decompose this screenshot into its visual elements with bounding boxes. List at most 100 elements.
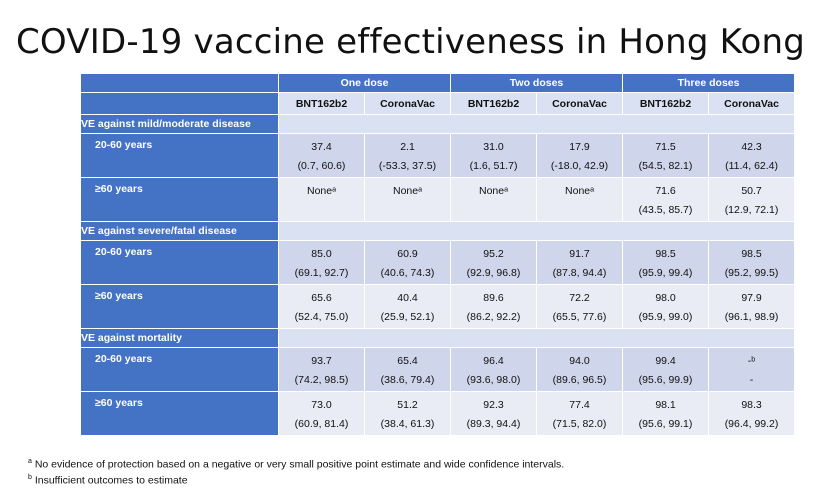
ve-estimate: 97.9 (741, 292, 762, 304)
footnote-a: a No evidence of protection based on a n… (28, 458, 564, 471)
ve-confidence-interval: (69.1, 92.7) (294, 267, 349, 279)
ve-cell: Noneᵃ (363, 177, 452, 222)
ve-cell: 99.4 (95.6, 99.9) (622, 347, 710, 392)
ve-estimate: 65.4 (397, 355, 418, 367)
ve-cell: 51.2 (38.4, 61.3) (363, 391, 452, 436)
table-row: ≥60 years Noneᵃ Noneᵃ Noneᵃ Noneᵃ 71.6 (43.5, … (80, 177, 796, 222)
ve-estimate: 40.4 (397, 292, 418, 304)
ve-estimate: 98.1 (655, 399, 676, 411)
ve-confidence-interval: (95.9, 99.4) (638, 267, 693, 279)
ve-cell: 98.5 (95.2, 99.5) (708, 240, 796, 285)
ve-estimate: 94.0 (569, 355, 590, 367)
ve-estimate: Noneᵃ (393, 185, 423, 197)
ve-estimate: 77.4 (569, 399, 590, 411)
vaccine-header: BNT162b2 (278, 92, 365, 115)
ve-estimate: 98.5 (655, 248, 676, 260)
group-header-one-dose: One dose (277, 73, 452, 93)
ve-estimate: 17.9 (569, 141, 590, 153)
ve-estimate: 89.6 (483, 292, 504, 304)
ve-confidence-interval: (86.2, 92.2) (466, 311, 521, 323)
ve-estimate: 42.3 (741, 141, 762, 153)
table-row: 20-60 years 93.7 (74.2, 98.5) 65.4 (38.6, 79… (80, 347, 796, 392)
table-row: 20-60 years 37.4 (0.7, 60.6) 2.1 (-53.3, 37.… (80, 133, 796, 178)
group-header-two-doses: Two doses (450, 73, 624, 93)
ve-cell: 65.6 (52.4, 75.0) (278, 284, 365, 329)
vaccine-header: CoronaVac (536, 92, 624, 115)
ve-estimate: 71.6 (655, 185, 676, 197)
ve-confidence-interval: (96.1, 98.9) (724, 311, 779, 323)
ve-confidence-interval: (96.4, 99.2) (724, 418, 779, 430)
vaccine-header: BNT162b2 (622, 92, 710, 115)
ve-confidence-interval: (71.5, 82.0) (552, 418, 607, 430)
ve-cell: 95.2 (92.9, 96.8) (450, 240, 538, 285)
age-group-label: ≥60 years (80, 391, 279, 436)
ve-cell: Noneᵃ (278, 177, 365, 222)
ve-cell: 73.0 (60.9, 81.4) (278, 391, 365, 436)
ve-confidence-interval: - (749, 374, 754, 386)
ve-cell: 2.1 (-53.3, 37.5) (363, 133, 452, 178)
vaccine-effectiveness-table: One dose Two doses Three doses BNT162b2 … (80, 73, 796, 436)
ve-estimate: 31.0 (483, 141, 504, 153)
ve-confidence-interval: (89.3, 94.4) (466, 418, 521, 430)
ve-estimate: 65.6 (311, 292, 332, 304)
ve-estimate: 98.5 (741, 248, 762, 260)
table-row: 20-60 years 85.0 (69.1, 92.7) 60.9 (40.6, 74… (80, 240, 796, 285)
ve-confidence-interval: (65.5, 77.6) (552, 311, 607, 323)
age-group-label: ≥60 years (80, 284, 279, 329)
ve-estimate: 98.0 (655, 292, 676, 304)
ve-cell: 98.1 (95.6, 99.1) (622, 391, 710, 436)
ve-confidence-interval: (40.6, 74.3) (380, 267, 435, 279)
ve-cell: 94.0 (89.6, 96.5) (536, 347, 624, 392)
ve-estimate: Noneᵃ (565, 185, 595, 197)
ve-confidence-interval: (0.7, 60.6) (297, 160, 346, 172)
ve-confidence-interval: (12.9, 72.1) (724, 204, 779, 216)
vaccine-header-row: BNT162b2 CoronaVac BNT162b2 CoronaVac BN… (80, 92, 796, 115)
ve-estimate: 93.7 (311, 355, 332, 367)
section-label: VE against severe/fatal disease (80, 221, 279, 241)
ve-cell: 96.4 (93.6, 98.0) (450, 347, 538, 392)
age-group-label: 20-60 years (80, 240, 279, 285)
ve-confidence-interval: (-18.0, 42.9) (550, 160, 609, 172)
section-row: VE against mild/moderate disease (80, 114, 796, 134)
ve-confidence-interval: (95.2, 99.5) (724, 267, 779, 279)
table-row: ≥60 years 65.6 (52.4, 75.0) 40.4 (25.9, 52.1… (80, 284, 796, 329)
ve-cell: 77.4 (71.5, 82.0) (536, 391, 624, 436)
ve-cell: 31.0 (1.6, 51.7) (450, 133, 538, 178)
ve-confidence-interval: (52.4, 75.0) (294, 311, 349, 323)
section-fill (277, 114, 796, 134)
ve-confidence-interval: (95.6, 99.9) (638, 374, 693, 386)
ve-estimate: 37.4 (311, 141, 332, 153)
ve-confidence-interval: (38.6, 79.4) (380, 374, 435, 386)
ve-cell: 72.2 (65.5, 77.6) (536, 284, 624, 329)
ve-cell: 50.7 (12.9, 72.1) (708, 177, 796, 222)
header-corner-cell (80, 73, 279, 93)
vaccine-header: CoronaVac (363, 92, 452, 115)
section-fill (277, 328, 796, 348)
ve-confidence-interval: (1.6, 51.7) (469, 160, 518, 172)
age-group-label: ≥60 years (80, 177, 279, 222)
group-header-three-doses: Three doses (622, 73, 796, 93)
footnote-b-mark: b (28, 474, 32, 481)
dose-group-header-row: One dose Two doses Three doses (80, 73, 796, 93)
ve-cell: 91.7 (87.8, 94.4) (536, 240, 624, 285)
ve-cell: -ᵇ - (708, 347, 796, 392)
ve-cell: 85.0 (69.1, 92.7) (278, 240, 365, 285)
ve-confidence-interval: (38.4, 61.3) (380, 418, 435, 430)
section-row: VE against severe/fatal disease (80, 221, 796, 241)
ve-estimate: 99.4 (655, 355, 676, 367)
ve-cell: 93.7 (74.2, 98.5) (278, 347, 365, 392)
ve-cell: 98.5 (95.9, 99.4) (622, 240, 710, 285)
ve-estimate: 73.0 (311, 399, 332, 411)
ve-cell: 60.9 (40.6, 74.3) (363, 240, 452, 285)
ve-confidence-interval: (-53.3, 37.5) (378, 160, 437, 172)
footnote-b-text: Insufficient outcomes to estimate (34, 474, 188, 487)
ve-confidence-interval: (89.6, 96.5) (552, 374, 607, 386)
ve-cell: 98.0 (95.9, 99.0) (622, 284, 710, 329)
ve-confidence-interval: (95.9, 99.0) (638, 311, 693, 323)
ve-confidence-interval: (11.4, 62.4) (725, 160, 778, 172)
ve-estimate: 72.2 (569, 292, 590, 304)
age-group-label: 20-60 years (80, 133, 279, 178)
ve-estimate: 96.4 (483, 355, 504, 367)
ve-cell: 71.5 (54.5, 82.1) (622, 133, 710, 178)
ve-estimate: 71.5 (655, 141, 676, 153)
